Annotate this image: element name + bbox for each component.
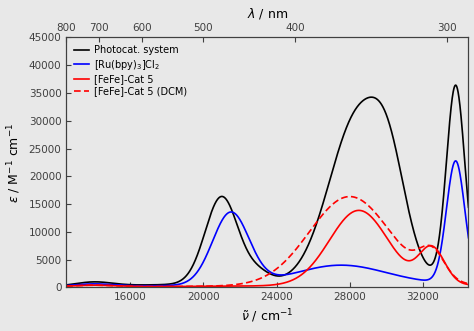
Photocat. system <box>453 83 458 87</box>
[FeFe]-Cat 5 (DCM) <box>55 284 60 288</box>
[FeFe]-Cat 5 (DCM) <box>102 283 108 287</box>
[FeFe]-Cat 5 <box>127 284 133 288</box>
Line: Photocat. system: Photocat. system <box>57 85 474 286</box>
Legend: Photocat. system, [Ru(bpy)$_3$]Cl$_2$, [FeFe]-Cat 5, [FeFe]-Cat 5 (DCM): Photocat. system, [Ru(bpy)$_3$]Cl$_2$, [… <box>71 42 190 99</box>
[Ru(bpy)$_3$]Cl$_2$ <box>216 225 221 229</box>
Photocat. system <box>466 216 472 220</box>
X-axis label: $\tilde{\nu}$ / cm$^{-1}$: $\tilde{\nu}$ / cm$^{-1}$ <box>241 308 293 325</box>
Photocat. system <box>55 284 60 288</box>
Photocat. system <box>421 258 427 261</box>
Line: [Ru(bpy)$_3$]Cl$_2$: [Ru(bpy)$_3$]Cl$_2$ <box>57 161 474 286</box>
[FeFe]-Cat 5 (DCM) <box>347 195 353 199</box>
[FeFe]-Cat 5 (DCM) <box>421 244 427 248</box>
[Ru(bpy)$_3$]Cl$_2$ <box>234 213 239 217</box>
[FeFe]-Cat 5 <box>216 284 221 288</box>
[FeFe]-Cat 5 <box>467 283 473 287</box>
[Ru(bpy)$_3$]Cl$_2$ <box>466 242 472 246</box>
[FeFe]-Cat 5 (DCM) <box>149 285 155 289</box>
[FeFe]-Cat 5 <box>356 209 362 213</box>
Photocat. system <box>234 221 239 225</box>
[FeFe]-Cat 5 <box>234 284 239 288</box>
[FeFe]-Cat 5 <box>149 285 155 289</box>
[FeFe]-Cat 5 (DCM) <box>216 284 221 288</box>
Line: [FeFe]-Cat 5: [FeFe]-Cat 5 <box>57 211 474 287</box>
Photocat. system <box>127 283 133 287</box>
X-axis label: $\lambda$ / nm: $\lambda$ / nm <box>247 6 288 21</box>
Photocat. system <box>216 196 221 200</box>
[Ru(bpy)$_3$]Cl$_2$ <box>55 284 60 288</box>
[Ru(bpy)$_3$]Cl$_2$ <box>453 159 458 163</box>
[FeFe]-Cat 5 <box>102 283 108 287</box>
[FeFe]-Cat 5 (DCM) <box>234 282 239 286</box>
[FeFe]-Cat 5 (DCM) <box>467 282 473 286</box>
[Ru(bpy)$_3$]Cl$_2$ <box>102 282 108 286</box>
Line: [FeFe]-Cat 5 (DCM): [FeFe]-Cat 5 (DCM) <box>57 197 474 287</box>
Y-axis label: $\varepsilon$ / M$^{-1}$ cm$^{-1}$: $\varepsilon$ / M$^{-1}$ cm$^{-1}$ <box>6 122 23 203</box>
[Ru(bpy)$_3$]Cl$_2$ <box>127 284 133 288</box>
[FeFe]-Cat 5 (DCM) <box>127 284 133 288</box>
[Ru(bpy)$_3$]Cl$_2$ <box>421 278 427 282</box>
[FeFe]-Cat 5 <box>421 247 427 251</box>
[FeFe]-Cat 5 <box>55 284 60 288</box>
Photocat. system <box>102 280 108 284</box>
